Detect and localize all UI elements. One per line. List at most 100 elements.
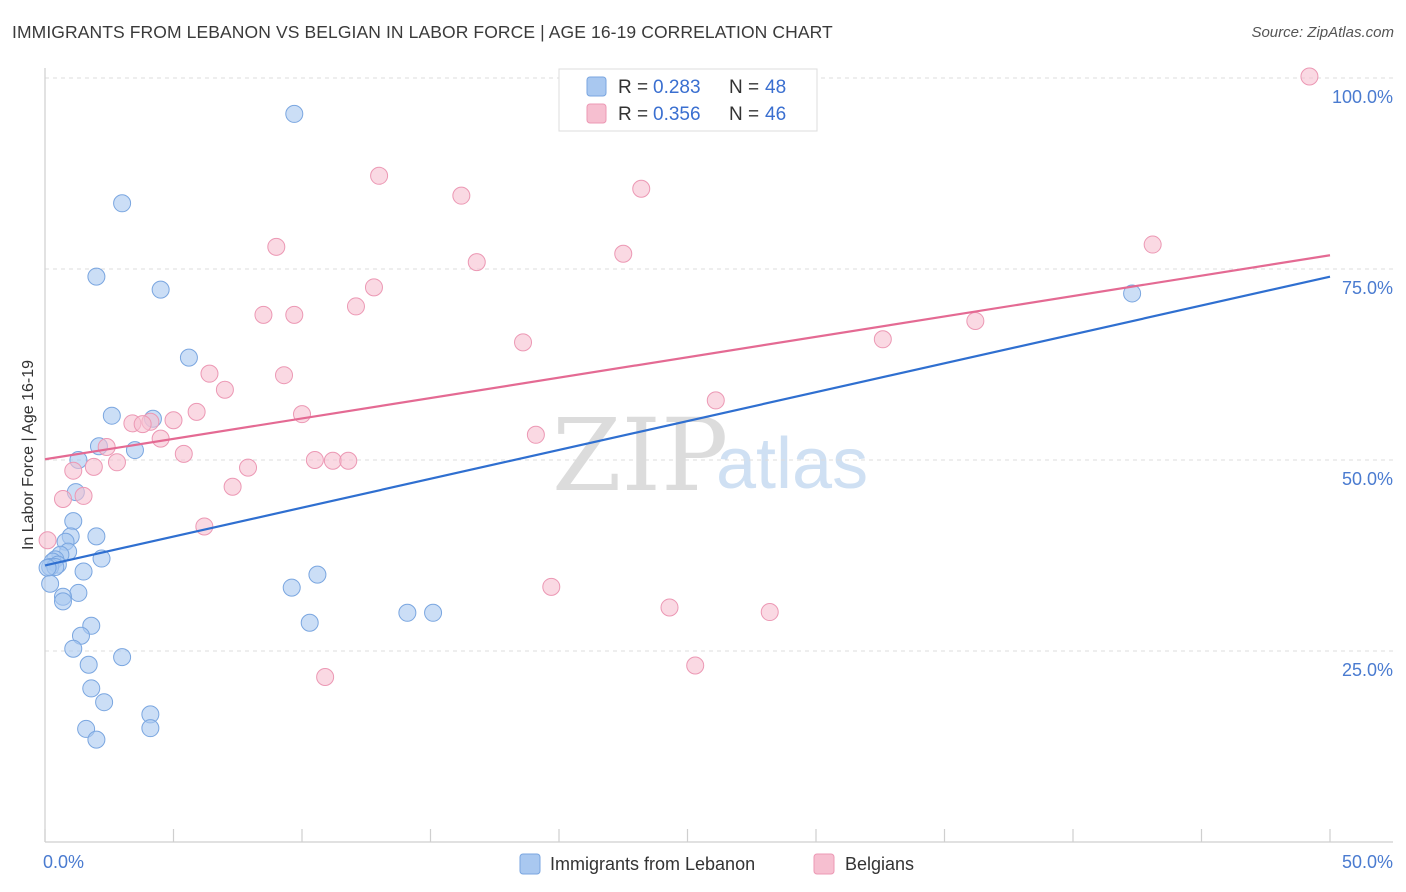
point-lebanon (87, 730, 106, 749)
point-belgians (74, 486, 93, 505)
point-lebanon (102, 406, 121, 425)
bottom-legend-swatch-belgians (813, 853, 835, 875)
source-credit: Source: ZipAtlas.com (1251, 24, 1394, 41)
chart-title: IMMIGRANTS FROM LEBANON VS BELGIAN IN LA… (12, 22, 833, 42)
grid-lines (45, 77, 1393, 652)
point-lebanon (79, 655, 98, 674)
point-lebanon (87, 527, 106, 546)
y-tick-label-25: 25.0% (1342, 660, 1393, 680)
bottom-legend-swatch-lebanon (519, 853, 541, 875)
point-belgians (614, 244, 633, 263)
point-belgians (467, 253, 486, 272)
bottom-legend-label-belgians: Belgians (845, 854, 914, 874)
point-lebanon (282, 578, 301, 597)
watermark-atlas: atlas (716, 424, 868, 504)
point-belgians (316, 667, 335, 686)
point-belgians (187, 402, 206, 421)
x-tick-label-max: 50.0% (1342, 852, 1393, 872)
trend-lines (44, 254, 1331, 567)
point-lebanon (64, 512, 83, 531)
y-tick-label-50: 50.0% (1342, 469, 1393, 489)
point-belgians (195, 517, 214, 536)
y-axis-label: In Labor Force | Age 16-19 (20, 360, 37, 550)
legend-swatch-lebanon (586, 76, 607, 97)
y-tick-label-100: 100.0% (1332, 87, 1393, 107)
point-belgians (164, 411, 183, 430)
point-belgians (84, 457, 103, 476)
point-belgians (38, 531, 57, 550)
point-belgians (64, 461, 83, 480)
point-belgians (285, 305, 304, 324)
point-belgians (686, 656, 705, 675)
point-belgians (200, 364, 219, 383)
point-belgians (526, 425, 545, 444)
y-axis-tick-labels: 25.0% 50.0% 75.0% 100.0% (1332, 87, 1393, 680)
bottom-legend-label-lebanon: Immigrants from Lebanon (550, 854, 755, 874)
legend-swatch-belgians (586, 103, 607, 124)
point-belgians (323, 451, 342, 470)
point-belgians (254, 305, 273, 324)
point-belgians (873, 330, 892, 349)
point-belgians (452, 186, 471, 205)
watermark-zip: ZIP (552, 397, 728, 514)
point-belgians (542, 577, 561, 596)
point-lebanon (113, 194, 132, 213)
point-belgians (305, 451, 324, 469)
point-belgians (966, 311, 985, 330)
point-belgians (107, 453, 126, 472)
point-lebanon (300, 613, 319, 632)
legend-n-label-lebanon: N = (729, 77, 759, 98)
legend-n-value-belgians: 46 (765, 104, 786, 125)
point-lebanon (151, 280, 170, 299)
point-belgians (1143, 235, 1162, 254)
point-belgians (346, 297, 365, 316)
legend-r-label-lebanon: R = (618, 77, 648, 98)
point-belgians (267, 237, 286, 256)
point-lebanon (113, 648, 132, 667)
point-lebanon (64, 639, 83, 658)
point-lebanon (74, 562, 93, 581)
point-belgians (632, 179, 651, 198)
point-belgians (151, 429, 170, 448)
point-belgians (660, 598, 679, 617)
point-lebanon (179, 348, 198, 367)
point-lebanon (1123, 284, 1142, 303)
point-lebanon (69, 583, 88, 602)
legend-r-value-lebanon: 0.283 (653, 77, 701, 98)
legend-n-value-lebanon: 48 (765, 77, 786, 98)
point-belgians (364, 278, 383, 297)
point-belgians (53, 489, 72, 508)
point-lebanon (424, 603, 443, 622)
point-lebanon (285, 104, 304, 123)
point-belgians (275, 366, 294, 385)
trend-line-lebanon (44, 275, 1331, 567)
x-tick-label-min: 0.0% (43, 852, 84, 872)
point-belgians (133, 415, 152, 434)
point-lebanon (82, 679, 101, 698)
point-lebanon (41, 574, 60, 593)
legend-box: R = 0.283 N = 48 R = 0.356 N = 46 (558, 68, 818, 132)
point-belgians (760, 603, 779, 622)
point-lebanon (53, 592, 72, 611)
point-belgians (215, 380, 234, 399)
point-lebanon (95, 693, 114, 712)
point-lebanon (87, 267, 106, 286)
point-lebanon (38, 558, 57, 577)
legend-r-label-belgians: R = (618, 104, 648, 125)
point-belgians (706, 391, 725, 410)
series-legend: Immigrants from Lebanon Belgians (519, 853, 914, 875)
x-axis-ticks (44, 829, 1331, 842)
point-belgians (97, 438, 116, 457)
point-belgians (223, 477, 242, 496)
legend-r-value-belgians: 0.356 (653, 104, 701, 125)
point-belgians (339, 451, 358, 470)
point-belgians (239, 458, 258, 477)
point-belgians (174, 444, 193, 463)
y-tick-label-75: 75.0% (1342, 278, 1393, 298)
point-lebanon (141, 719, 160, 738)
point-lebanon (398, 603, 417, 622)
point-lebanon (308, 565, 327, 584)
point-belgians (1300, 67, 1319, 86)
point-belgians (514, 333, 533, 352)
